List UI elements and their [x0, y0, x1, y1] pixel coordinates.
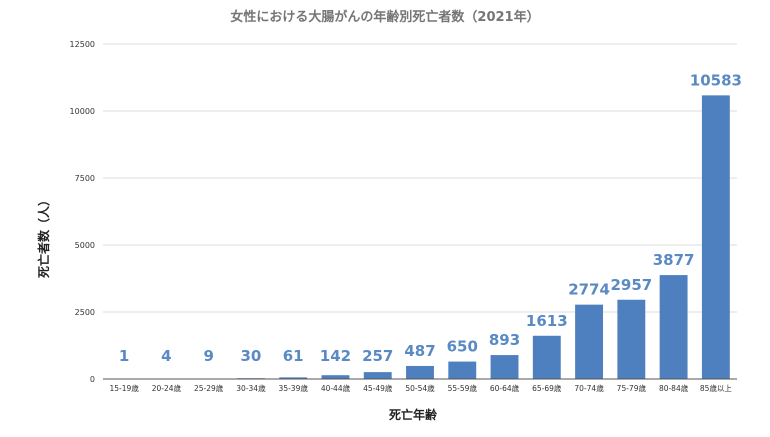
chart-title: 女性における大腸がんの年齢別死亡者数（2021年） — [230, 9, 539, 25]
data-label: 10583 — [690, 71, 742, 89]
x-tick-label: 55-59歳 — [448, 383, 478, 393]
y-axis-title: 死亡者数（人） — [36, 194, 51, 278]
x-tick-label: 70-74歳 — [574, 383, 604, 393]
data-label: 1613 — [526, 312, 568, 330]
x-axis-ticks: 15-19歳 20-24歳 25-29歳 30-34歳 35-39歳 40-44歳 45-4… — [109, 383, 732, 393]
y-tick-label: 2500 — [75, 308, 95, 317]
y-tick-label: 7500 — [75, 174, 95, 183]
data-label: 650 — [447, 338, 478, 356]
data-label: 3877 — [653, 251, 695, 269]
bars — [110, 95, 730, 379]
x-tick-label: 30-34歳 — [236, 383, 266, 393]
bar — [660, 275, 688, 379]
data-label: 61 — [283, 347, 304, 365]
y-tick-label: 5000 — [75, 241, 95, 250]
bar — [364, 372, 392, 379]
x-tick-label: 20-24歳 — [152, 383, 182, 393]
x-axis-title: 死亡年齢 — [389, 407, 438, 422]
data-label: 4 — [161, 347, 171, 365]
x-tick-label: 85歳以上 — [700, 383, 733, 393]
bar — [575, 305, 603, 379]
data-label: 2774 — [568, 281, 610, 299]
data-label: 142 — [320, 347, 351, 365]
gridlines — [103, 44, 737, 312]
data-label: 9 — [203, 347, 213, 365]
x-tick-label: 25-29歳 — [194, 383, 224, 393]
y-axis-ticks: 0 2500 5000 7500 10000 12500 — [70, 40, 95, 384]
x-tick-label: 40-44歳 — [321, 383, 351, 393]
bar — [491, 355, 519, 379]
y-tick-label: 12500 — [70, 40, 95, 49]
x-tick-label: 15-19歳 — [109, 383, 139, 393]
data-label: 893 — [489, 331, 520, 349]
x-tick-label: 45-49歳 — [363, 383, 393, 393]
y-tick-label: 10000 — [70, 107, 95, 116]
x-tick-label: 35-39歳 — [279, 383, 309, 393]
data-label: 2957 — [610, 276, 652, 294]
data-label: 30 — [240, 347, 261, 365]
bar — [702, 95, 730, 379]
x-tick-label: 60-64歳 — [490, 383, 520, 393]
bar — [406, 366, 434, 379]
x-tick-label: 75-79歳 — [617, 383, 647, 393]
data-label: 257 — [362, 347, 393, 365]
y-tick-label: 0 — [90, 375, 95, 384]
data-label: 1 — [119, 347, 129, 365]
x-tick-label: 80-84歳 — [659, 383, 689, 393]
bar — [448, 362, 476, 379]
x-tick-label: 50-54歳 — [405, 383, 435, 393]
x-tick-label: 65-69歳 — [532, 383, 562, 393]
bar — [617, 300, 645, 379]
data-label: 487 — [404, 342, 435, 360]
bar — [533, 336, 561, 379]
bar — [322, 375, 350, 379]
